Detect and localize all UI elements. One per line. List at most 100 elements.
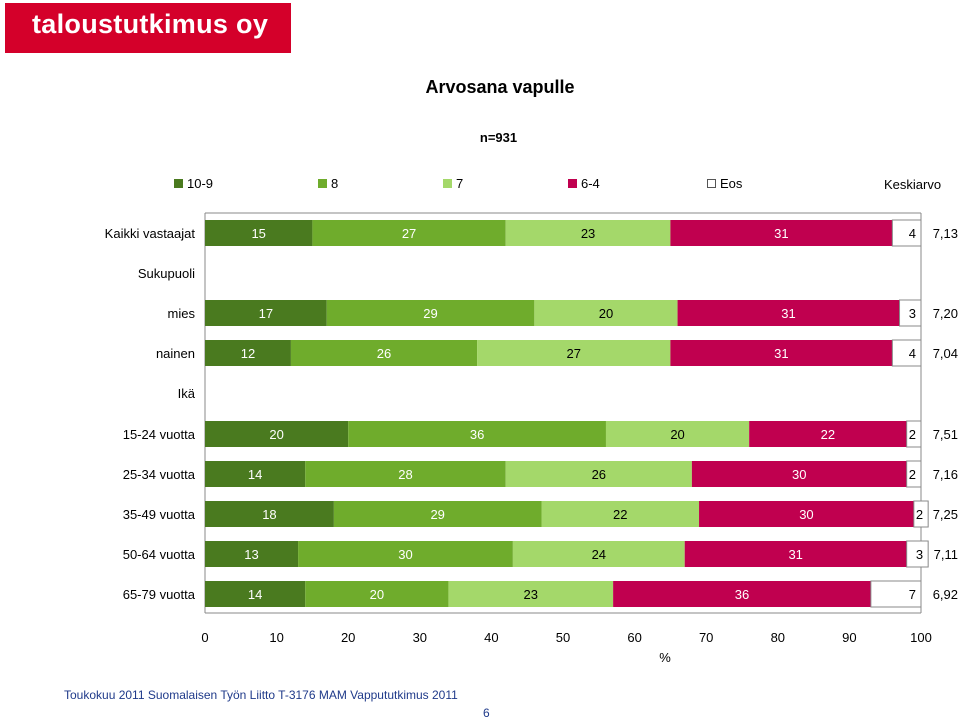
data-label-50-64-vuotta-eos: 3	[916, 547, 923, 562]
data-label-kaikki-vastaajat-eos: 4	[909, 226, 916, 241]
bar-50-64-vuotta-10-9	[205, 541, 299, 567]
legend-label-8: 8	[331, 175, 339, 191]
bar-25-34-vuotta-7	[505, 461, 692, 487]
page-number: 6	[483, 706, 490, 720]
data-label-nainen-10-9: 12	[241, 346, 255, 361]
data-label-25-34-vuotta-8: 28	[398, 467, 412, 482]
data-label-50-64-vuotta-6-4: 31	[788, 547, 802, 562]
bar-mies-6-4	[677, 300, 900, 326]
logo-text: taloustutkimus oy	[32, 9, 269, 39]
bar-65-79-vuotta-eos	[870, 580, 922, 608]
legend-swatch-7	[443, 178, 452, 188]
bar-65-79-vuotta-10-9	[205, 581, 306, 607]
mean-value-mies: 7,20	[933, 306, 958, 321]
chart-title: Arvosana vapulle	[425, 77, 575, 97]
legend-label-10-9: 10-9	[187, 175, 214, 191]
bar-65-79-vuotta-8	[305, 581, 449, 607]
data-label-35-49-vuotta-10-9: 18	[262, 507, 276, 522]
x-tick-label-10: 10	[269, 630, 283, 645]
bar-kaikki-vastaajat-8	[312, 220, 506, 246]
mean-value-65-79-vuotta: 6,92	[933, 587, 958, 602]
mean-value-35-49-vuotta: 7,25	[933, 507, 958, 522]
bar-mies-eos	[899, 299, 922, 327]
footer-text: Toukokuu 2011 Suomalaisen Työn Liitto T-…	[64, 688, 458, 702]
data-label-50-64-vuotta-7: 24	[592, 547, 606, 562]
bar-35-49-vuotta-10-9	[205, 501, 334, 527]
bar-nainen-6-4	[670, 340, 893, 366]
row-label-nainen: nainen	[156, 346, 195, 361]
data-label-65-79-vuotta-eos: 7	[909, 587, 916, 602]
bar-35-49-vuotta-7	[541, 501, 700, 527]
bar-mies-10-9	[205, 300, 327, 326]
bar-nainen-7	[477, 340, 671, 366]
bar-65-79-vuotta-7	[448, 581, 614, 607]
data-label-nainen-6-4: 31	[774, 346, 788, 361]
bar-35-49-vuotta-6-4	[699, 501, 914, 527]
data-label-35-49-vuotta-6-4: 30	[799, 507, 813, 522]
row-label-65-79-vuotta: 65-79 vuotta	[123, 587, 196, 602]
bar-nainen-10-9	[205, 340, 291, 366]
bar-35-49-vuotta-eos	[913, 500, 929, 528]
data-label-mies-10-9: 17	[259, 306, 273, 321]
legend-swatch-eos	[707, 178, 716, 188]
bar-25-34-vuotta-6-4	[691, 461, 907, 487]
data-label-50-64-vuotta-8: 30	[398, 547, 412, 562]
taloustutkimus-logo: taloustutkimus oy	[5, 3, 291, 53]
mean-column-header: Keskiarvo	[884, 177, 942, 192]
data-label-mies-8: 29	[423, 306, 437, 321]
bar-15-24-vuotta-7	[605, 421, 750, 447]
bar-25-34-vuotta-10-9	[205, 461, 306, 487]
data-label-35-49-vuotta-7: 22	[613, 507, 627, 522]
bar-50-64-vuotta-7	[512, 541, 685, 567]
row-label-15-24-vuotta: 15-24 vuotta	[123, 427, 196, 442]
mean-value-nainen: 7,04	[933, 346, 958, 361]
x-tick-label-100: 100	[910, 630, 932, 645]
x-tick-label-70: 70	[699, 630, 713, 645]
data-label-kaikki-vastaajat-10-9: 15	[251, 226, 265, 241]
legend-label-7: 7	[456, 175, 464, 191]
data-label-65-79-vuotta-10-9: 14	[248, 587, 262, 602]
data-label-15-24-vuotta-eos: 2	[909, 427, 916, 442]
mean-value-15-24-vuotta: 7,51	[933, 427, 958, 442]
bar-25-34-vuotta-8	[305, 461, 506, 487]
data-label-15-24-vuotta-6-4: 22	[821, 427, 835, 442]
data-label-25-34-vuotta-10-9: 14	[248, 467, 262, 482]
bar-50-64-vuotta-6-4	[684, 541, 907, 567]
bar-mies-7	[534, 300, 678, 326]
legend-item-8: 8	[318, 175, 338, 191]
data-label-50-64-vuotta-10-9: 13	[244, 547, 258, 562]
bar-15-24-vuotta-eos	[906, 420, 922, 448]
bar-15-24-vuotta-8	[348, 421, 606, 447]
data-label-kaikki-vastaajat-7: 23	[581, 226, 595, 241]
data-label-nainen-7: 27	[567, 346, 581, 361]
data-label-15-24-vuotta-10-9: 20	[269, 427, 283, 442]
row-label-35-49-vuotta: 35-49 vuotta	[123, 507, 196, 522]
x-tick-label-90: 90	[842, 630, 856, 645]
bar-kaikki-vastaajat-6-4	[670, 220, 893, 246]
legend-item-7: 7	[443, 175, 463, 191]
chart-subtitle: n=931	[479, 130, 518, 145]
mean-value-50-64-vuotta: 7,11	[934, 547, 958, 562]
mean-value-25-34-vuotta: 7,16	[933, 467, 958, 482]
bar-15-24-vuotta-10-9	[205, 421, 349, 447]
bar-mies-8	[326, 300, 535, 326]
data-label-mies-eos: 3	[909, 306, 916, 321]
data-label-nainen-eos: 4	[909, 346, 916, 361]
bar-nainen-eos	[891, 339, 922, 367]
legend-swatch-6-4	[568, 178, 577, 188]
data-label-65-79-vuotta-8: 20	[370, 587, 384, 602]
data-label-35-49-vuotta-8: 29	[430, 507, 444, 522]
bar-kaikki-vastaajat-7	[505, 220, 671, 246]
data-label-mies-6-4: 31	[781, 306, 795, 321]
bar-35-49-vuotta-8	[333, 501, 542, 527]
legend-item-10-9: 10-9	[174, 175, 213, 191]
data-label-25-34-vuotta-6-4: 30	[792, 467, 806, 482]
data-label-35-49-vuotta-eos: 2	[916, 507, 923, 522]
row-label-sukupuoli: Sukupuoli	[138, 266, 195, 281]
row-label-kaikki-vastaajat: Kaikki vastaajat	[105, 226, 196, 241]
data-label-nainen-8: 26	[377, 346, 391, 361]
bar-kaikki-vastaajat-eos	[891, 219, 922, 247]
x-tick-label-80: 80	[771, 630, 785, 645]
legend-item-eos: Eos	[707, 175, 742, 191]
